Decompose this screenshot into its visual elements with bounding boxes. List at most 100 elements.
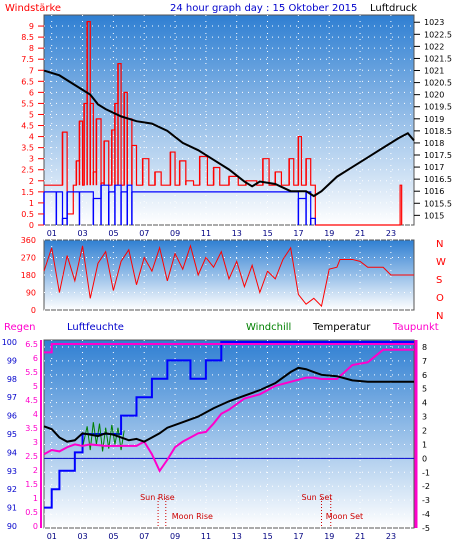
temperature-tick-label: 6: [422, 371, 427, 380]
x-tick-label: 05: [108, 532, 118, 541]
compass-w: W: [436, 257, 446, 268]
pressure-line: [43, 69, 415, 198]
pressure-tick-label: 1020.5: [424, 79, 452, 88]
temperature-legend: Temperatur: [312, 322, 371, 333]
compass-o: O: [436, 293, 444, 304]
pressure-tick-label: 1020: [424, 91, 444, 100]
humidity-tick-label: 91: [7, 504, 17, 513]
x-tick-label: 09: [170, 229, 180, 238]
rain-line: [44, 343, 414, 354]
rain-tick-label: 6.5: [25, 340, 38, 349]
pressure-tick-label: 1023: [424, 18, 444, 27]
humidity-tick-label: 100: [2, 338, 17, 347]
temperature-tick-label: 0: [422, 454, 427, 463]
wind-tick-label: 2: [29, 177, 34, 186]
rain-tick-label: 4: [33, 410, 38, 419]
chart-title: 24 hour graph day : 15 Oktober 2015: [170, 3, 357, 14]
wind-panel-background: [43, 14, 415, 226]
temperature-tick-label: -5: [422, 524, 430, 533]
humidity-tick-label: 95: [7, 430, 17, 439]
x-tick-label: 03: [78, 229, 88, 238]
humidity-tick-label: 92: [7, 485, 17, 494]
compass-n-bottom: N: [436, 311, 443, 322]
wind-tick-label: 1.5: [21, 188, 34, 197]
x-tick-label: 11: [201, 229, 211, 238]
humidity-tick-label: 98: [7, 375, 17, 384]
x-tick-label: 09: [170, 532, 180, 541]
wind-speed-axis: 0 0.5 1 1.5 2 2.5 3 3.5 4 4.5 5 5.5 6 6.5 7 7.5 8 8.5 9: [21, 22, 44, 230]
rain-tick-label: 5: [33, 382, 38, 391]
direction-tick-label: 180: [21, 271, 36, 280]
pressure-tick-label: 1015.5: [424, 199, 452, 208]
x-tick-label: 15: [263, 229, 273, 238]
sun-moon-events: Sun Rise Moon Rise Sun Set Moon Set: [140, 493, 363, 528]
dewpoint-legend: Taupunkt: [392, 322, 439, 333]
x-tick-label: 05: [108, 229, 118, 238]
rain-tick-label: 5.5: [25, 368, 38, 377]
wind-tick-label: 6.5: [21, 77, 34, 86]
temperature-axis: -5 -4 -3 -2 -1 0 1 2 3 4 5 6 7 8: [414, 340, 430, 533]
pressure-tick-label: 1017: [424, 163, 444, 172]
pressure-tick-label: 1017.5: [424, 151, 452, 160]
temp-panel-x-axis: 01 03 05 07 09 11 13 15 17 19 21 23: [47, 532, 396, 541]
wind-tick-label: 9: [29, 22, 34, 31]
pressure-tick-label: 1016.5: [424, 175, 452, 184]
x-tick-label: 07: [139, 229, 149, 238]
wind-speed-label: Windstärke: [5, 3, 61, 14]
temperature-tick-label: 3: [422, 413, 427, 422]
x-tick-label: 01: [47, 532, 57, 541]
wind-speed-series: [44, 21, 403, 226]
x-tick-label: 13: [232, 532, 242, 541]
rain-tick-label: 1: [33, 494, 38, 503]
wind-tick-label: 1: [29, 199, 34, 208]
direction-tick-label: 0: [31, 306, 36, 315]
x-tick-label: 13: [232, 229, 242, 238]
pressure-tick-label: 1019: [424, 115, 444, 124]
wind-gust-series: [43, 184, 316, 225]
sun-rise-label: Sun Rise: [140, 493, 175, 502]
humidity-tick-label: 97: [7, 393, 17, 402]
wind-tick-label: 8: [29, 44, 34, 53]
compass-n-top: N: [436, 239, 443, 250]
humidity-tick-label: 99: [7, 356, 17, 365]
wind-tick-label: 2.5: [21, 166, 34, 175]
x-tick-label: 01: [47, 229, 57, 238]
x-tick-label: 23: [386, 532, 396, 541]
wind-tick-label: 5.5: [21, 99, 34, 108]
wind-direction-series: [43, 244, 414, 308]
temperature-tick-label: 2: [422, 427, 427, 436]
windchill-legend: Windchill: [246, 322, 291, 333]
pressure-tick-label: 1021.5: [424, 54, 452, 63]
wind-pressure-panel: 0 0.5 1 1.5 2 2.5 3 3.5 4 4.5 5 5.5 6 6.5 7 7.5 8 8.5 9 10…: [21, 14, 452, 238]
wind-tick-label: 7.5: [21, 55, 34, 64]
compass-s: S: [436, 275, 442, 286]
rain-tick-label: 2: [33, 466, 38, 475]
rain-tick-label: 1.5: [25, 480, 38, 489]
pressure-tick-label: 1022: [424, 42, 444, 51]
temperature-tick-label: -1: [422, 468, 430, 477]
x-tick-label: 07: [139, 532, 149, 541]
temperature-tick-label: -2: [422, 482, 430, 491]
x-tick-label: 17: [293, 229, 303, 238]
humidity-line: [44, 341, 414, 509]
humidity-axis: 90 91 92 93 94 95 96 97 98 99 100: [2, 338, 17, 531]
wind-tick-label: 3.5: [21, 144, 34, 153]
wind-tick-label: 8.5: [21, 33, 34, 42]
rain-tick-label: 6: [33, 354, 38, 363]
temp-panel-series: [43, 341, 414, 509]
wind-panel-grid: [44, 15, 414, 226]
x-tick-label: 19: [324, 229, 334, 238]
pressure-series: [43, 69, 415, 198]
x-tick-label: 19: [324, 532, 334, 541]
wind-direction-panel: 0 90 180 270 360 N W S O N: [21, 236, 446, 322]
rain-tick-label: 3: [33, 438, 38, 447]
temperature-line: [43, 366, 414, 443]
temperature-tick-label: 8: [422, 343, 427, 352]
wind-tick-label: 3: [29, 155, 34, 164]
pressure-tick-label: 1021: [424, 67, 444, 76]
wind-tick-label: 4: [29, 133, 34, 142]
rain-axis: 0 0.5 1 1.5 2 2.5 3 3.5 4 4.5 5 5.5 6 6.5: [25, 340, 42, 531]
rain-tick-label: 0: [33, 522, 38, 531]
